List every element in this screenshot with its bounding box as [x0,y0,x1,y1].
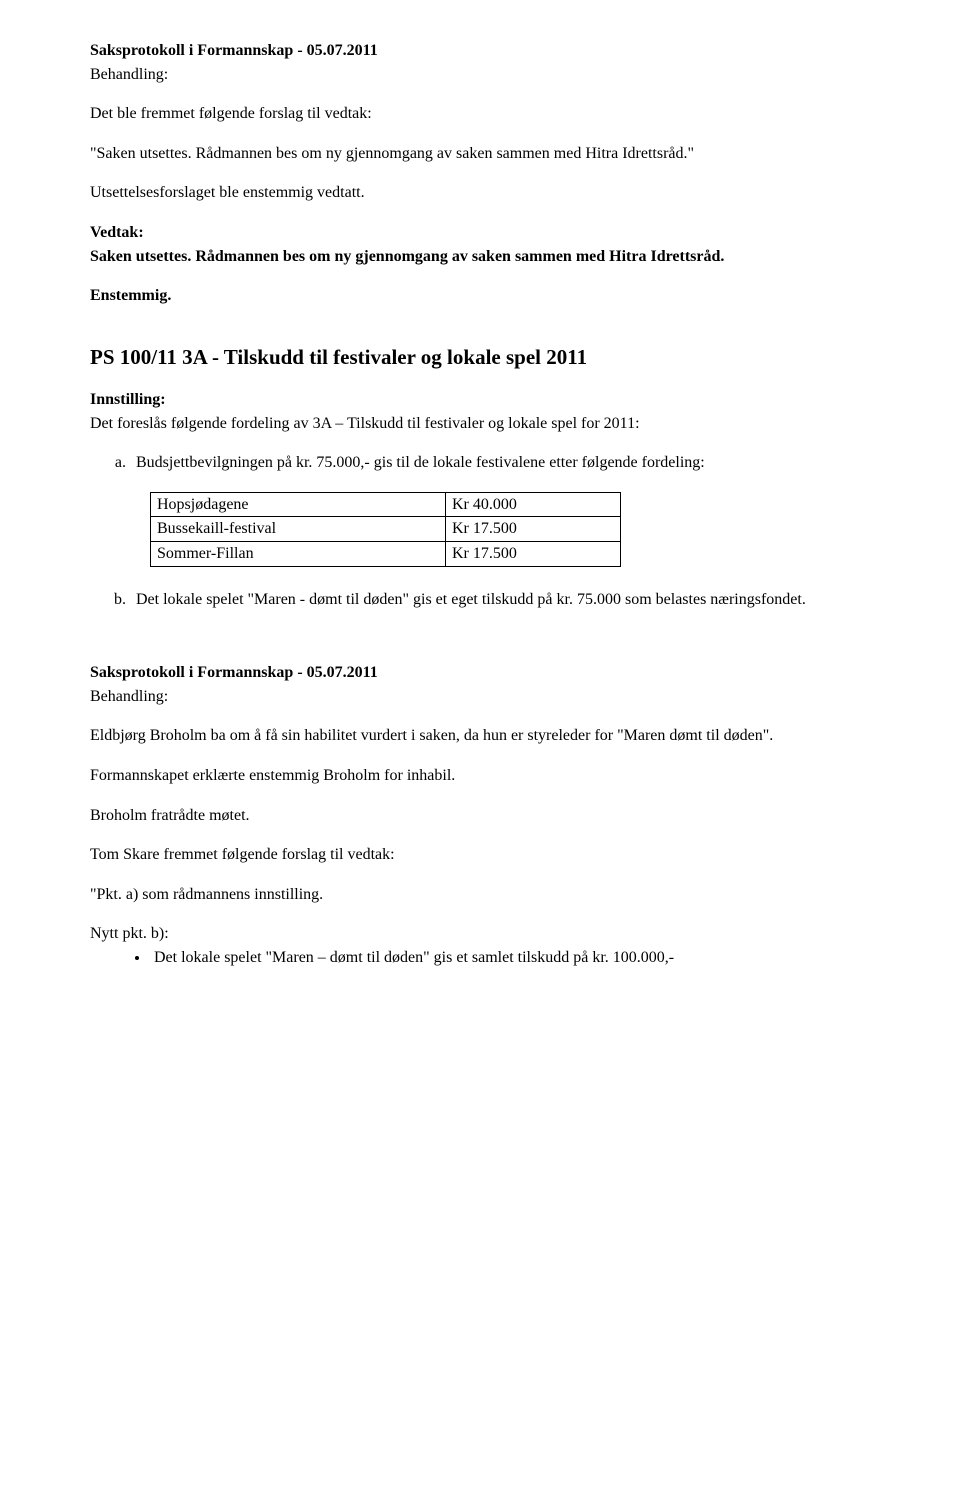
festival-table: Hopsjødagene Kr 40.000 Bussekaill-festiv… [150,492,621,567]
festival-name: Bussekaill-festival [151,517,446,542]
festival-name: Hopsjødagene [151,492,446,517]
intro-line-3: Utsettelsesforslaget ble enstemmig vedta… [90,182,870,204]
ps100-item-a: Budsjettbevilgningen på kr. 75.000,- gis… [130,452,870,474]
ps100-heading: PS 100/11 3A - Tilskudd til festivaler o… [90,343,870,371]
table-row: Bussekaill-festival Kr 17.500 [151,517,621,542]
footer-p3: Broholm fratrådte møtet. [90,805,870,827]
vedtak-block: Vedtak: Saken utsettes. Rådmannen bes om… [90,222,870,307]
footer-p5: "Pkt. a) som rådmannens innstilling. [90,884,870,906]
footer-bullet-list: Det lokale spelet "Maren – dømt til døde… [90,947,870,969]
vedtak-label: Vedtak: [90,222,870,244]
innstilling-label: Innstilling: [90,389,870,411]
ps100-item-b: Det lokale spelet "Maren - dømt til døde… [130,589,870,611]
intro-line-2: "Saken utsettes. Rådmannen bes om ny gje… [90,143,870,165]
festival-amount: Kr 40.000 [446,492,621,517]
document-page: Saksprotokoll i Formannskap - 05.07.2011… [0,0,960,1485]
ps100-list-b: Det lokale spelet "Maren - dømt til døde… [90,589,870,611]
protocol-title: Saksprotokoll i Formannskap - 05.07.2011 [90,40,870,62]
festival-name: Sommer-Fillan [151,542,446,567]
footer-p6: Nytt pkt. b): [90,923,870,945]
footer-p1: Eldbjørg Broholm ba om å få sin habilite… [90,725,870,747]
intro-line-1: Det ble fremmet følgende forslag til ved… [90,103,870,125]
footer-bullet-1: Det lokale spelet "Maren – dømt til døde… [150,947,870,969]
vedtak-enstemmig: Enstemmig. [90,285,870,307]
behandling-label: Behandling: [90,64,870,86]
festival-amount: Kr 17.500 [446,542,621,567]
footer-p2: Formannskapet erklærte enstemmig Broholm… [90,765,870,787]
ps100-intro: Det foreslås følgende fordeling av 3A – … [90,413,870,435]
festival-amount: Kr 17.500 [446,517,621,542]
table-row: Hopsjødagene Kr 40.000 [151,492,621,517]
table-row: Sommer-Fillan Kr 17.500 [151,542,621,567]
protocol-title-2: Saksprotokoll i Formannskap - 05.07.2011 [90,662,870,684]
vedtak-line-1: Saken utsettes. Rådmannen bes om ny gjen… [90,246,870,268]
ps100-list-a: Budsjettbevilgningen på kr. 75.000,- gis… [90,452,870,474]
behandling-label-2: Behandling: [90,686,870,708]
footer-p4: Tom Skare fremmet følgende forslag til v… [90,844,870,866]
